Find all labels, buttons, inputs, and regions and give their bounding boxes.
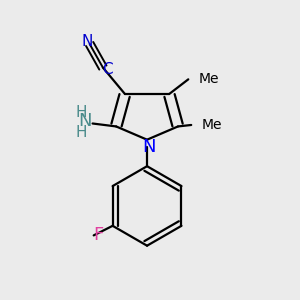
Text: Me: Me	[199, 72, 219, 86]
Text: C: C	[102, 61, 112, 76]
Text: N: N	[78, 112, 92, 130]
Text: H: H	[75, 125, 87, 140]
Text: N: N	[82, 34, 93, 49]
Text: F: F	[93, 226, 103, 244]
Text: H: H	[75, 105, 87, 120]
Text: Me: Me	[202, 118, 222, 132]
Text: N: N	[142, 138, 155, 156]
